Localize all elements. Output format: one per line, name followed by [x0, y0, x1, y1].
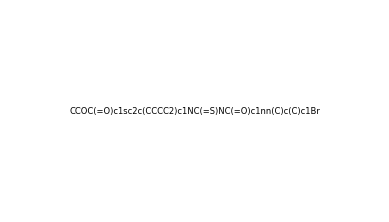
Text: CCOC(=O)c1sc2c(CCCC2)c1NC(=S)NC(=O)c1nn(C)c(C)c1Br: CCOC(=O)c1sc2c(CCCC2)c1NC(=S)NC(=O)c1nn(… — [69, 107, 320, 115]
